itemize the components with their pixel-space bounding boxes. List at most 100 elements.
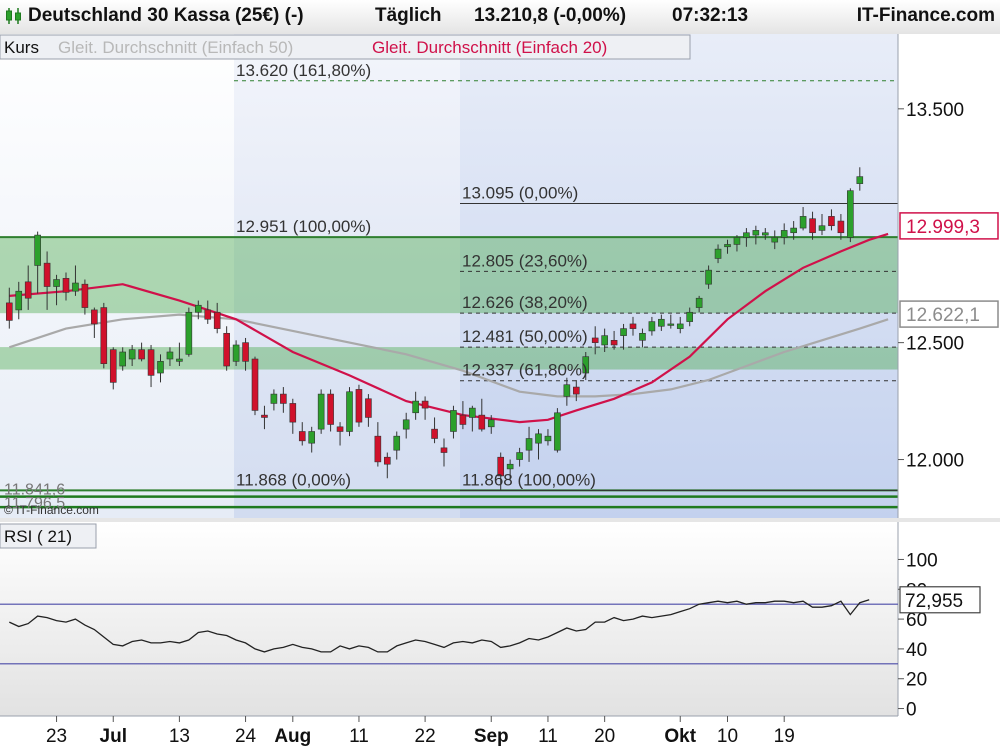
candle-54 [516, 447, 523, 467]
candle-body-47 [450, 410, 457, 432]
rsi-tick-label-2: 40 [906, 640, 927, 661]
time-label-9: 20 [594, 726, 615, 747]
candle-59 [563, 377, 571, 406]
candle-body-34 [327, 393, 334, 425]
candle-85 [809, 211, 816, 240]
rsi-separator [0, 518, 1000, 522]
candle-3 [34, 231, 41, 294]
candle-body-86 [818, 225, 826, 231]
rsi-tick-label-0: 0 [906, 700, 917, 721]
candle-40 [383, 452, 391, 479]
candle-body-54 [516, 452, 523, 460]
candle-1 [15, 281, 23, 320]
candle-body-13 [128, 349, 136, 360]
candle-body-25 [242, 342, 249, 362]
candle-body-71 [676, 323, 684, 329]
candle-body-31 [298, 431, 306, 442]
candle-31 [298, 422, 306, 446]
candle-body-2 [24, 281, 32, 299]
candle-body-43 [412, 400, 419, 414]
candle-body-87 [828, 216, 835, 227]
candle-35 [336, 422, 344, 446]
candle-body-16 [157, 361, 164, 374]
candle-32 [308, 426, 316, 453]
candle-10 [100, 302, 108, 369]
candle-body-66 [629, 323, 637, 329]
candle-83 [790, 221, 797, 240]
fib-right-area [460, 34, 898, 518]
candle-body-63 [601, 335, 608, 346]
candle-68 [648, 316, 656, 336]
price-tick-label-1: 12.500 [906, 334, 964, 355]
candle-body-24 [232, 344, 240, 362]
price-tick-label-0: 12.000 [906, 451, 964, 472]
time-label-10: Okt [664, 726, 696, 747]
candle-body-79 [752, 230, 760, 236]
candle-body-5 [53, 279, 60, 287]
legend-sma20[interactable]: Gleit. Durchschnitt (Einfach 20) [372, 38, 607, 57]
candle-22 [213, 302, 221, 334]
candle-88 [837, 214, 845, 240]
candle-86 [818, 214, 826, 236]
time-label-0: 23 [46, 726, 67, 747]
fib-right-label-0: 13.095 (0,00%) [462, 184, 578, 203]
candle-body-8 [81, 283, 89, 308]
candle-body-41 [393, 435, 401, 451]
candle-body-6 [62, 278, 70, 293]
fib-right-label-5: 11.868 (100,00%) [462, 470, 596, 489]
candle-body-4 [43, 262, 51, 287]
candle-body-77 [733, 237, 741, 245]
candle-33 [317, 389, 325, 434]
rsi-value-label: 72,955 [905, 591, 963, 612]
time-axis-bg [0, 716, 1000, 750]
legend-bar [0, 34, 691, 60]
candle-body-48 [459, 414, 467, 425]
rsi-title[interactable]: RSI ( 21) [4, 527, 72, 546]
candle-body-57 [544, 435, 552, 442]
candle-body-78 [743, 232, 750, 238]
candle-25 [242, 337, 249, 371]
candle-23 [223, 326, 230, 371]
candle-body-39 [374, 435, 382, 463]
candle-body-38 [365, 398, 372, 418]
time-label-8: 11 [538, 726, 558, 747]
time-label-5: 11 [349, 726, 369, 747]
legend-kurs[interactable]: Kurs [4, 38, 39, 57]
brand-name[interactable]: IT-Finance.com [856, 5, 995, 26]
candle-20 [195, 300, 202, 320]
candle-body-22 [213, 311, 221, 329]
candle-75 [714, 244, 722, 264]
candle-body-11 [109, 349, 117, 383]
legend-sma50[interactable]: Gleit. Durchschnitt (Einfach 50) [58, 38, 293, 57]
candle-body-36 [346, 391, 353, 432]
candle-body-62 [591, 337, 599, 343]
interval-label[interactable]: Täglich [375, 5, 442, 26]
fib-zone-0 [0, 237, 898, 314]
time-label-6: 22 [415, 726, 436, 747]
candle-body-18 [176, 358, 183, 362]
candle-18 [176, 342, 183, 367]
candle-body-26 [251, 358, 259, 411]
time-label-1: Jul [100, 726, 127, 747]
candle-70 [667, 314, 675, 329]
time-label-7: Sep [474, 726, 509, 747]
candle-84 [799, 207, 807, 231]
candle-body-69 [658, 318, 665, 327]
candle-58 [554, 408, 561, 453]
candle-4 [43, 251, 51, 310]
candle-41 [393, 431, 401, 460]
candle-body-12 [119, 351, 126, 367]
candle-65 [620, 323, 627, 350]
candle-body-29 [280, 393, 287, 404]
candle-44 [421, 396, 429, 420]
candle-body-74 [705, 269, 712, 285]
candle-body-33 [317, 393, 325, 430]
candle-14 [138, 342, 145, 362]
candle-body-61 [582, 356, 590, 374]
chart-svg: 13.620 (161,80%) 12.951 (100,00%) 11.868 (… [0, 34, 1000, 750]
candle-body-70 [667, 323, 675, 326]
candle-body-55 [525, 438, 533, 451]
candle-body-59 [563, 384, 571, 397]
candle-body-90 [856, 176, 864, 184]
